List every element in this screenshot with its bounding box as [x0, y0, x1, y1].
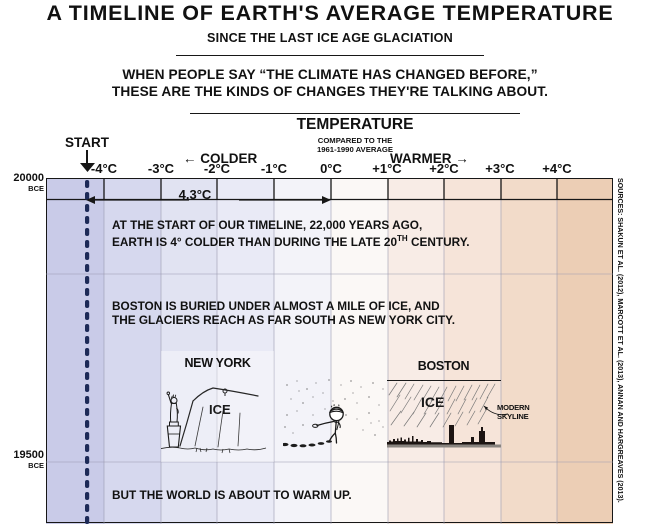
svg-text:ICE: ICE	[421, 394, 444, 410]
